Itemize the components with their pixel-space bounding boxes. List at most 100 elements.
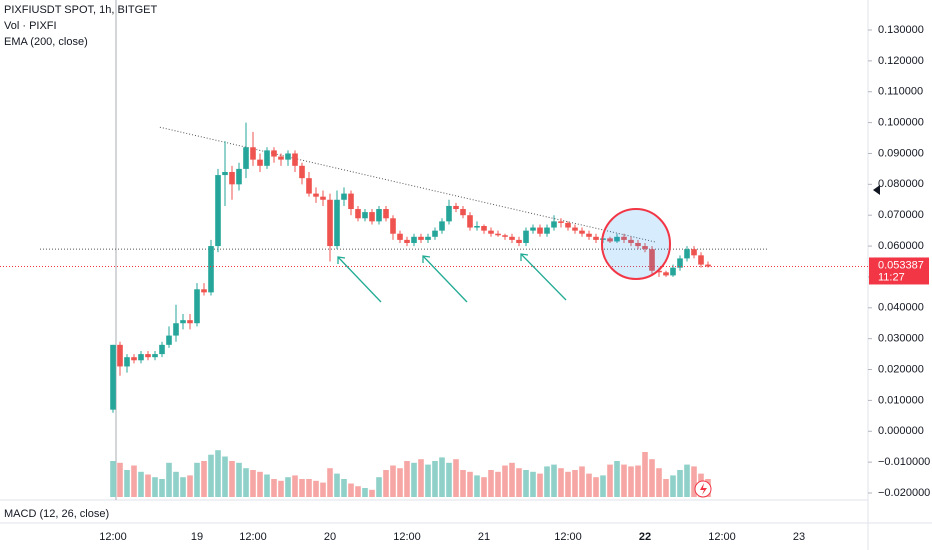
volume-bar [362, 488, 368, 497]
candle-body [124, 357, 130, 367]
y-tick-label: 0.110000 [878, 86, 923, 98]
y-tick-label: 0.070000 [878, 209, 924, 221]
candle-body [362, 212, 368, 219]
candle-body [285, 153, 291, 160]
candle-body [467, 215, 473, 228]
volume-bar [278, 480, 284, 497]
volume-bar [509, 462, 515, 497]
alert-marker [873, 185, 880, 195]
candle-body [474, 226, 480, 228]
candle-body [271, 150, 277, 157]
candle-body [439, 221, 445, 231]
volume-bar [586, 473, 592, 497]
candle-body [663, 272, 669, 276]
volume-bar [166, 462, 172, 497]
x-tick-label: 23 [793, 531, 805, 543]
volume-bar [621, 464, 627, 497]
candle-body [313, 193, 319, 197]
volume-bar [537, 473, 543, 497]
candle-body [481, 226, 487, 231]
volume-bar [306, 479, 312, 497]
volume-bar [684, 464, 690, 497]
candle-body [208, 246, 214, 293]
candle-body [488, 230, 494, 234]
y-tick-label: 0.010000 [878, 394, 924, 406]
volume-bar [264, 474, 270, 497]
volume-bar [341, 479, 347, 497]
volume-bar [404, 461, 410, 497]
candle-body [670, 267, 676, 276]
candle-body [460, 209, 466, 216]
volume-bar [215, 450, 221, 497]
candle-body [299, 165, 305, 179]
volume-bar [488, 470, 494, 497]
volume-bar [677, 470, 683, 497]
candle-body [250, 147, 256, 160]
candle-body [551, 221, 557, 228]
volume-bar [299, 479, 305, 497]
volume-bar [628, 466, 634, 497]
volume-bar [327, 468, 333, 497]
volume-bar [271, 479, 277, 497]
volume-bar [145, 474, 151, 497]
candle-body [691, 249, 697, 256]
candle-body [341, 193, 347, 200]
volume-bar [614, 461, 620, 497]
x-tick-label: 21 [478, 531, 490, 543]
candle-body [180, 320, 186, 324]
volume-bar [516, 468, 522, 497]
volume-bar [656, 468, 662, 497]
volume-bar [383, 470, 389, 497]
candle-body [607, 238, 613, 242]
volume-bar [187, 475, 193, 497]
candle-body [593, 236, 599, 240]
candle-body [523, 230, 529, 243]
candle-body [621, 236, 627, 240]
candle-body [355, 209, 361, 219]
candle-body [453, 205, 459, 210]
candle-body [432, 230, 438, 237]
volume-legend: Vol · PIXFI [4, 20, 57, 32]
volume-bar [208, 454, 214, 497]
volume-bar [607, 464, 613, 497]
candle-body [138, 354, 144, 361]
highlight-circle [601, 208, 671, 280]
candle-body [586, 233, 592, 237]
volume-bar [131, 465, 137, 497]
x-tick-label: 20 [324, 531, 336, 543]
candle-body [243, 147, 249, 169]
candle-body [530, 227, 536, 231]
volume-bar [523, 470, 529, 497]
volume-bar [243, 468, 249, 497]
candle-body [635, 242, 641, 247]
candle-body [278, 156, 284, 160]
last-price-label: 0.053387 [878, 259, 924, 271]
candle-body [446, 205, 452, 222]
candle-body [579, 230, 585, 234]
x-tick-label: 12:00 [554, 531, 582, 543]
candle-body [418, 236, 424, 240]
volume-bar [159, 479, 165, 497]
candle-body [327, 199, 333, 247]
candle-body [264, 150, 270, 166]
volume-bar [453, 459, 459, 497]
volume-bar [425, 464, 431, 497]
candle-body [390, 218, 396, 234]
candle-body [152, 354, 158, 358]
candle-body [320, 196, 326, 200]
x-tick-label: 12:00 [99, 531, 127, 543]
trendline [159, 126, 656, 243]
volume-bar [285, 477, 291, 497]
candle-body [159, 344, 165, 355]
candle-body [684, 249, 690, 259]
volume-bar [117, 462, 123, 497]
candle-body [397, 233, 403, 240]
candle-body [502, 235, 508, 237]
volume-bar [558, 468, 564, 497]
volume-bar [691, 466, 697, 497]
candle-body [404, 239, 410, 243]
volume-bar [565, 471, 571, 497]
candle-body [110, 344, 116, 410]
candle-body [229, 171, 235, 185]
